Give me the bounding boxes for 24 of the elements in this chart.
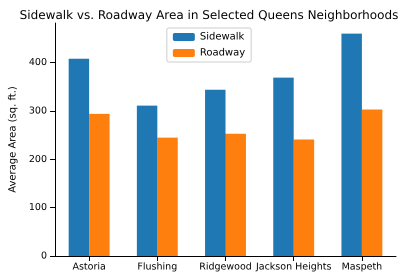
- bar: [68, 58, 90, 256]
- bar: [157, 138, 178, 256]
- x-tick-label: Astoria: [72, 262, 106, 272]
- bar: [205, 90, 226, 256]
- y-tick-label: 200: [28, 154, 48, 165]
- bar: [226, 134, 246, 256]
- y-tick-label: 0: [40, 250, 48, 262]
- bar: [136, 106, 158, 256]
- y-tick-label: 400: [28, 57, 48, 68]
- x-tick-label: Jackson Heights: [254, 262, 332, 272]
- bar: [273, 78, 294, 256]
- legend-label: Roadway: [200, 48, 246, 58]
- y-tick-label: 100: [28, 202, 48, 214]
- y-tick-label: 300: [28, 105, 48, 116]
- bar: [362, 110, 382, 256]
- x-tick-label: Flushing: [137, 262, 178, 272]
- y-axis-title: Average Area (sq. ft.): [8, 86, 18, 193]
- x-tick-label: Maspeth: [342, 262, 382, 272]
- chart-title: Sidewalk vs. Roadway Area in Selected Queens Neighborhoods: [20, 8, 398, 22]
- x-tick-label: Ridgewood: [199, 262, 252, 272]
- bar: [341, 34, 362, 256]
- bar: [89, 114, 110, 256]
- legend-label: Sidewalk: [200, 32, 245, 42]
- bar: [294, 140, 314, 256]
